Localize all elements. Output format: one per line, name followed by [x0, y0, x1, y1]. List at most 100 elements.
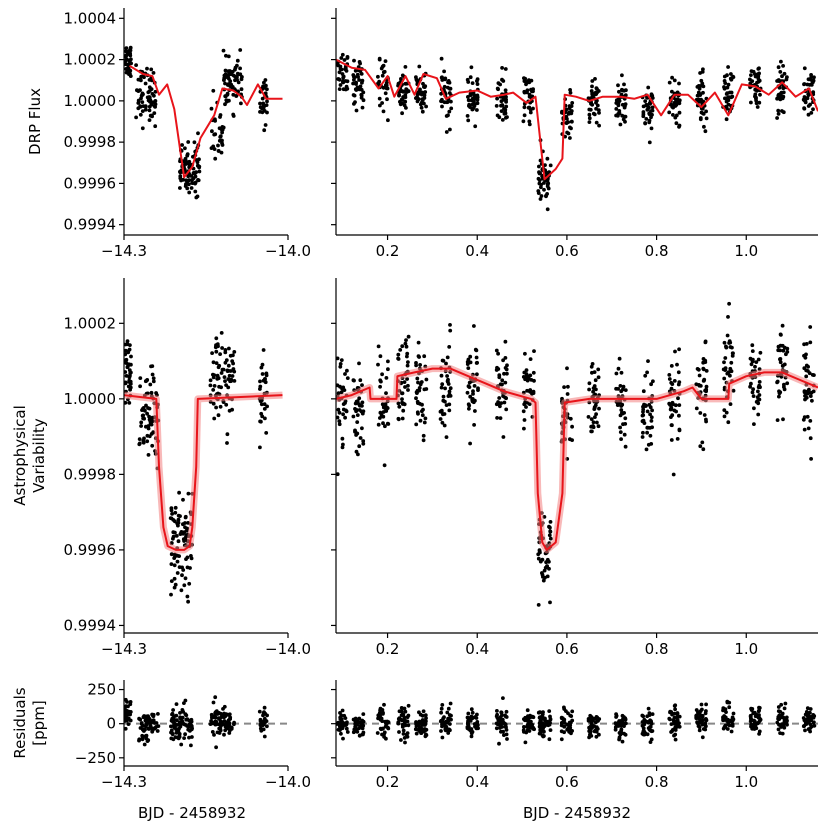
data-point	[233, 65, 238, 70]
data-point	[497, 396, 502, 400]
data-point	[775, 380, 779, 385]
data-point	[564, 107, 569, 112]
data-point	[128, 700, 133, 704]
data-point	[643, 731, 648, 736]
data-point	[137, 442, 142, 447]
data-point	[475, 82, 480, 86]
data-point	[496, 81, 501, 85]
data-point	[675, 437, 680, 441]
plot-area	[336, 301, 818, 607]
data-point	[151, 71, 156, 75]
data-point	[531, 725, 536, 730]
data-point	[339, 731, 343, 736]
data-point	[592, 407, 597, 411]
data-point	[723, 81, 728, 85]
data-point	[193, 174, 198, 179]
data-point	[780, 74, 784, 79]
data-point	[597, 406, 601, 411]
data-point	[521, 119, 526, 124]
data-point	[417, 64, 422, 69]
data-point	[467, 403, 472, 408]
data-point	[222, 732, 226, 737]
data-point	[340, 72, 345, 76]
data-point	[345, 368, 349, 373]
data-point	[751, 387, 755, 392]
data-point	[677, 347, 681, 352]
data-point	[126, 704, 130, 709]
data-point	[400, 397, 404, 401]
data-point	[595, 727, 600, 731]
data-point	[177, 490, 182, 495]
data-point	[667, 401, 672, 406]
data-point	[589, 417, 594, 421]
data-point	[697, 383, 702, 388]
data-point	[536, 556, 541, 561]
data-point	[236, 72, 241, 77]
data-point	[522, 105, 527, 110]
data-point	[619, 728, 623, 733]
data-point	[591, 424, 595, 428]
data-point	[596, 424, 601, 429]
data-point	[620, 113, 625, 118]
data-point	[239, 101, 243, 106]
data-point	[420, 718, 425, 722]
data-point	[528, 388, 533, 392]
data-point	[145, 378, 150, 382]
data-point	[439, 729, 443, 733]
data-point	[124, 380, 128, 385]
data-point	[258, 384, 263, 389]
data-point	[150, 92, 155, 96]
data-point	[618, 122, 623, 127]
data-point	[568, 437, 572, 442]
data-point	[596, 108, 601, 112]
data-point	[414, 396, 418, 401]
data-point	[808, 436, 813, 441]
data-point	[413, 727, 418, 732]
data-point	[169, 552, 174, 557]
data-point	[171, 530, 176, 535]
data-point	[650, 108, 655, 113]
data-point	[225, 441, 229, 445]
data-point	[673, 728, 678, 732]
data-point	[593, 77, 597, 81]
data-point	[376, 344, 381, 349]
data-point	[465, 721, 470, 726]
data-point	[781, 348, 786, 353]
data-point	[529, 719, 533, 724]
data-point	[223, 68, 228, 73]
data-point	[532, 349, 536, 353]
data-point	[180, 573, 184, 578]
data-point	[777, 716, 782, 721]
data-point	[219, 720, 224, 725]
data-point	[476, 386, 480, 391]
data-point	[564, 121, 569, 125]
data-point	[752, 718, 756, 723]
data-point	[403, 740, 407, 745]
data-point	[361, 98, 366, 103]
data-point	[211, 144, 216, 149]
data-point	[213, 345, 218, 350]
data-point	[213, 132, 218, 137]
data-point	[341, 75, 346, 80]
data-point	[338, 66, 343, 71]
data-point	[146, 727, 151, 731]
data-point	[154, 391, 159, 395]
data-point	[757, 383, 762, 388]
data-point	[497, 115, 502, 120]
data-point	[422, 85, 426, 89]
data-point	[404, 344, 409, 349]
data-point	[593, 415, 597, 419]
data-point	[525, 708, 530, 713]
data-points	[336, 696, 817, 746]
data-point	[220, 128, 224, 133]
data-point	[597, 123, 601, 128]
data-point	[357, 733, 362, 738]
data-point	[405, 715, 410, 719]
data-point	[184, 713, 189, 718]
data-point	[147, 434, 152, 439]
data-point	[338, 83, 343, 87]
data-point	[528, 373, 533, 378]
data-point	[502, 733, 506, 737]
y-tick-label: 1.0002	[64, 51, 117, 69]
data-point	[667, 80, 672, 85]
